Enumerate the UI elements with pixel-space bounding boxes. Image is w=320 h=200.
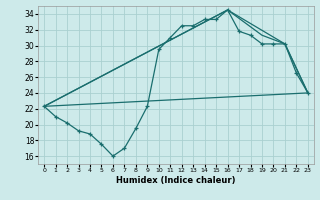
X-axis label: Humidex (Indice chaleur): Humidex (Indice chaleur) xyxy=(116,176,236,185)
